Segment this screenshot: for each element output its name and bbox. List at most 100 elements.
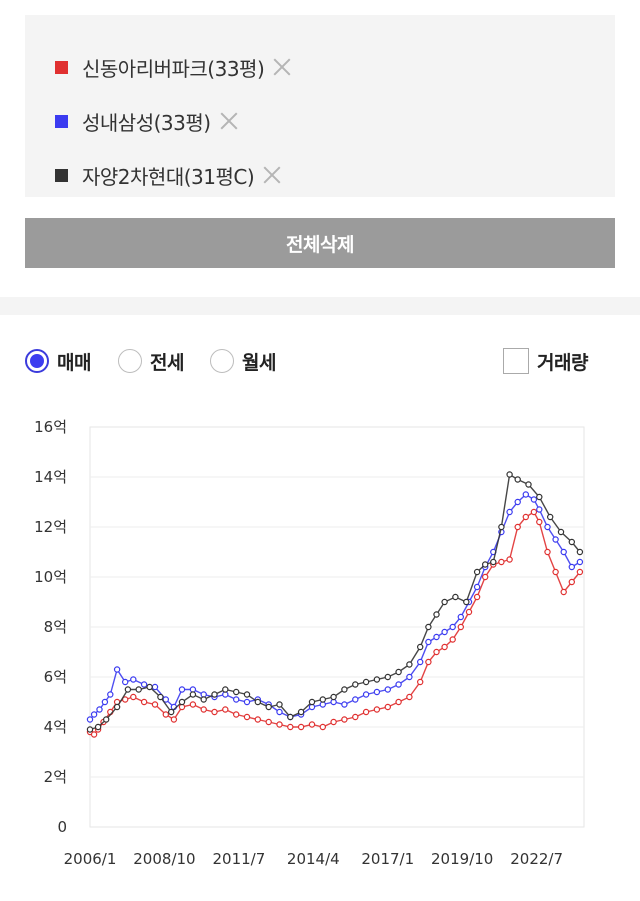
data-point: [522, 513, 530, 521]
section-divider: [0, 297, 640, 315]
data-point: [544, 548, 551, 556]
x-tick-label: 2017/1: [361, 850, 414, 868]
radio-icon[interactable]: [118, 349, 142, 373]
data-point: [113, 666, 121, 673]
data-point: [506, 471, 513, 478]
data-point: [211, 691, 218, 698]
data-point: [222, 706, 229, 713]
data-point: [560, 548, 567, 556]
data-point: [552, 536, 559, 543]
delete-all-button[interactable]: 전체삭제: [25, 218, 615, 268]
series-color-swatch: [55, 60, 68, 74]
data-point: [568, 538, 576, 546]
data-point: [341, 701, 348, 708]
data-point: [506, 556, 513, 563]
trade-type-label: 매매: [57, 351, 91, 374]
data-point: [341, 686, 348, 693]
data-point: [441, 598, 448, 606]
data-point: [452, 593, 459, 601]
data-point: [86, 726, 94, 733]
trade-type-monthly-rent[interactable]: 월세: [210, 344, 276, 378]
data-point: [449, 623, 456, 631]
data-point: [146, 683, 153, 691]
data-point: [297, 708, 305, 716]
x-tick-label: 2019/10: [431, 850, 493, 868]
data-point: [352, 713, 359, 721]
data-point: [463, 598, 470, 606]
data-point: [170, 716, 178, 723]
data-point: [441, 628, 448, 636]
y-tick-label: 8억: [44, 618, 67, 636]
data-point: [373, 676, 381, 683]
data-point: [560, 588, 567, 596]
data-point: [362, 708, 370, 716]
data-point: [151, 701, 159, 708]
x-tick-label: 2022/7: [510, 850, 563, 868]
data-point: [140, 681, 148, 688]
data-point: [90, 711, 98, 718]
data-point: [232, 696, 240, 703]
volume-toggle[interactable]: 거래량: [503, 344, 588, 378]
data-point: [514, 523, 521, 531]
data-point: [189, 691, 197, 698]
data-point: [287, 713, 294, 721]
data-point: [222, 686, 229, 693]
data-point: [151, 683, 159, 691]
data-point: [101, 698, 109, 706]
data-point: [243, 713, 251, 721]
data-point: [433, 633, 440, 641]
data-point: [576, 548, 584, 556]
trade-type-sale[interactable]: 매매: [25, 344, 91, 378]
data-point: [276, 721, 283, 728]
data-point: [568, 563, 576, 571]
close-icon[interactable]: [272, 57, 292, 77]
checkbox-icon[interactable]: [503, 348, 529, 374]
y-tick-label: 2억: [44, 768, 67, 786]
data-point: [243, 698, 251, 706]
data-point: [417, 678, 424, 686]
data-point: [384, 686, 391, 693]
data-point: [86, 716, 94, 723]
radio-icon[interactable]: [210, 349, 234, 373]
series-color-swatch: [55, 168, 68, 182]
data-point: [287, 723, 294, 731]
data-point: [162, 696, 169, 703]
data-point: [530, 496, 538, 503]
data-point: [522, 491, 530, 498]
data-point: [441, 643, 448, 651]
data-point: [473, 593, 481, 601]
data-point: [96, 706, 103, 713]
data-point: [308, 721, 316, 728]
data-point: [113, 703, 121, 711]
volume-label: 거래량: [537, 351, 588, 374]
data-point: [395, 681, 402, 688]
x-tick-label: 2008/10: [133, 850, 195, 868]
data-point: [406, 661, 413, 668]
y-tick-label: 14억: [34, 468, 67, 486]
close-icon[interactable]: [219, 111, 239, 131]
data-point: [200, 696, 207, 703]
data-point: [473, 568, 481, 576]
data-point: [330, 693, 337, 701]
data-point: [576, 558, 584, 566]
x-tick-label: 2014/4: [287, 850, 340, 868]
trade-type-jeonse[interactable]: 전세: [118, 344, 184, 378]
compare-item-2: 자양2차현대(31평C): [55, 160, 282, 190]
price-trend-chart: 16억 14억 12억 10억 8억 6억 4억 2억 0 2006/1 2008/10 2011/7…: [34, 418, 585, 868]
data-point: [330, 718, 337, 726]
data-point: [514, 476, 521, 483]
y-tick-label: 10억: [34, 568, 67, 586]
data-point: [417, 643, 424, 651]
data-point: [547, 513, 554, 521]
data-point: [121, 678, 129, 686]
data-point: [417, 658, 424, 666]
y-tick-label: 12억: [34, 518, 67, 536]
y-tick-label: 6억: [44, 668, 67, 686]
data-point: [254, 698, 261, 706]
series-color-swatch: [55, 114, 68, 128]
data-point: [384, 703, 391, 711]
radio-icon[interactable]: [25, 349, 49, 373]
close-icon[interactable]: [262, 165, 282, 185]
data-point: [243, 691, 251, 698]
data-point: [178, 686, 186, 693]
